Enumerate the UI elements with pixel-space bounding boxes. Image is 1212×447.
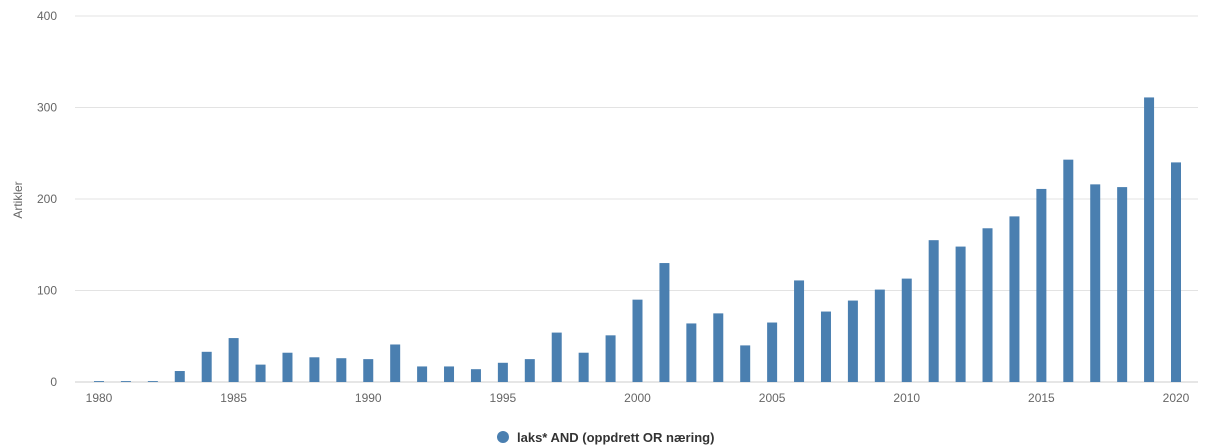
bar-2019[interactable] (1144, 97, 1155, 382)
y-tick-label: 100 (37, 284, 57, 298)
bar-1983[interactable] (174, 371, 185, 382)
bar-2000[interactable] (632, 299, 643, 382)
bar-2010[interactable] (901, 278, 912, 382)
bar-2007[interactable] (820, 311, 831, 382)
bar-2012[interactable] (955, 246, 966, 382)
x-tick-label: 2020 (1163, 391, 1190, 405)
bar-1990[interactable] (363, 359, 374, 382)
bar-2005[interactable] (767, 322, 778, 382)
bar-1998[interactable] (578, 352, 589, 382)
legend-marker (497, 431, 509, 443)
bar-2018[interactable] (1117, 187, 1128, 382)
bar-2004[interactable] (740, 345, 751, 382)
bar-2020[interactable] (1171, 162, 1181, 382)
bar-1992[interactable] (417, 366, 428, 382)
x-tick-labels: 1980 1985 1990 1995 2000 2005 2010 2015 2020 (86, 391, 1190, 405)
bar-1989[interactable] (336, 358, 347, 382)
bar-1987[interactable] (282, 352, 293, 382)
bar-1996[interactable] (524, 359, 535, 382)
bar-1995[interactable] (497, 362, 508, 382)
bar-2006[interactable] (794, 280, 805, 382)
bar-2003[interactable] (713, 313, 724, 382)
bar-1982[interactable] (147, 381, 158, 382)
legend-label: laks* AND (oppdrett OR næring) (517, 430, 714, 445)
bar-1993[interactable] (444, 366, 455, 382)
x-tick-label: 2015 (1028, 391, 1055, 405)
bar-1980[interactable] (94, 381, 104, 382)
bar-1999[interactable] (605, 335, 616, 382)
y-tick-label: 0 (50, 375, 57, 389)
x-tick-label: 1980 (86, 391, 113, 405)
x-tick-label: 1990 (355, 391, 382, 405)
bar-2016[interactable] (1063, 159, 1074, 382)
bar-2009[interactable] (874, 289, 885, 382)
bar-1991[interactable] (390, 344, 401, 382)
bar-2001[interactable] (659, 263, 670, 382)
x-tick-label: 1995 (490, 391, 517, 405)
bars (94, 97, 1181, 382)
x-tick-label: 2010 (893, 391, 920, 405)
bar-2011[interactable] (928, 240, 939, 382)
y-tick-label: 300 (37, 101, 57, 115)
bar-1986[interactable] (255, 364, 266, 382)
x-tick-label: 2000 (624, 391, 651, 405)
bar-2002[interactable] (686, 323, 697, 382)
bar-2014[interactable] (1009, 216, 1020, 382)
bar-1994[interactable] (470, 369, 481, 382)
bar-2013[interactable] (982, 228, 993, 382)
bar-1981[interactable] (120, 381, 131, 382)
x-tick-label: 2005 (759, 391, 786, 405)
legend[interactable]: laks* AND (oppdrett OR næring) (497, 430, 714, 445)
y-tick-label: 400 (37, 9, 57, 23)
bar-1988[interactable] (309, 357, 320, 382)
bar-2015[interactable] (1036, 188, 1047, 382)
bar-2008[interactable] (847, 300, 858, 382)
bar-2017[interactable] (1090, 184, 1101, 382)
bar-1984[interactable] (201, 351, 212, 382)
bar-1997[interactable] (551, 332, 562, 382)
y-axis-label: Artikler (11, 181, 25, 218)
y-tick-label: 200 (37, 192, 57, 206)
x-tick-label: 1985 (220, 391, 247, 405)
bar-1985[interactable] (228, 338, 239, 382)
y-tick-labels: 0 100 200 300 400 (37, 9, 57, 389)
